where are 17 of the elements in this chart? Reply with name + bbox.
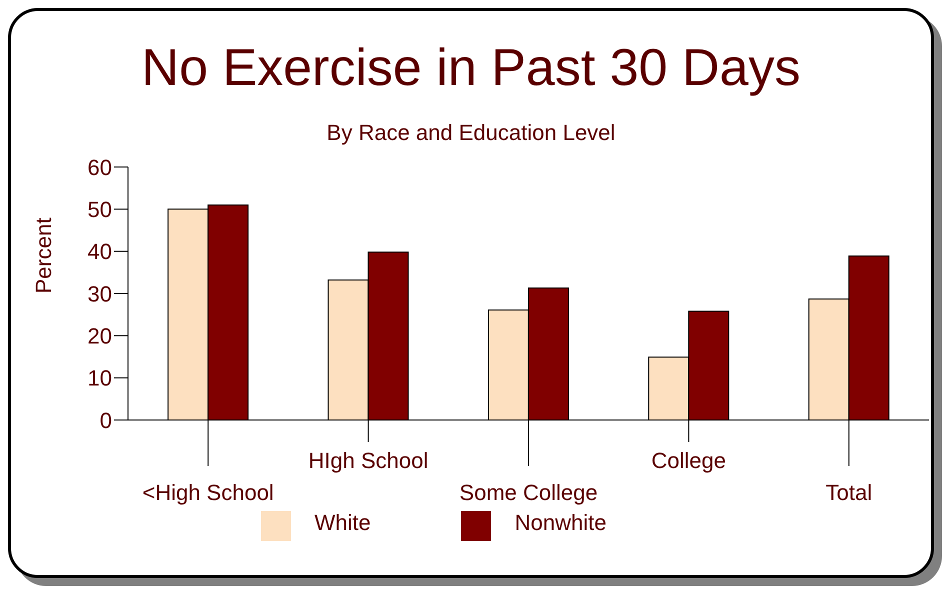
- x-tick-label: <High School: [142, 480, 274, 505]
- x-tick-label: HIgh School: [308, 448, 428, 473]
- y-tick-label: 60: [88, 154, 112, 180]
- legend-label: Nonwhite: [514, 510, 606, 535]
- y-tick-label: 50: [88, 196, 112, 222]
- x-tick-label: Total: [826, 480, 872, 505]
- x-tick-label: Some College: [459, 480, 598, 505]
- chart-subtitle: By Race and Education Level: [326, 120, 616, 146]
- y-tick-label: 40: [88, 239, 112, 264]
- x-tick-label: College: [651, 448, 726, 473]
- chart-title: No Exercise in Past 30 Days: [140, 38, 802, 98]
- y-tick-label: 10: [88, 366, 112, 391]
- y-tick-label: 20: [88, 323, 112, 348]
- y-tick-label: 30: [88, 281, 112, 306]
- legend-label: White: [314, 510, 371, 535]
- y-tick-label: 0: [100, 408, 112, 433]
- y-axis-title: Percent: [30, 218, 56, 294]
